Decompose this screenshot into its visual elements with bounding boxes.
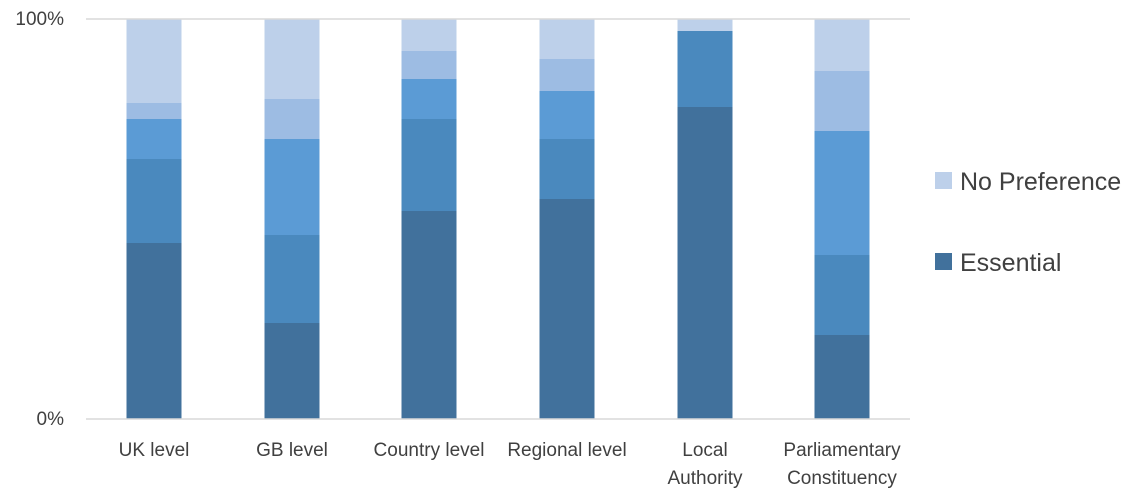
legend: No Preference Essential xyxy=(935,168,1121,277)
legend-label-1: Essential xyxy=(960,249,1061,277)
bar-segment-5-5 xyxy=(677,19,733,31)
legend-label-5: No Preference xyxy=(960,168,1121,196)
category-label-5-line-1: Local xyxy=(682,440,727,461)
y-tick-label-0: 0% xyxy=(37,409,65,430)
bar-segment-6-5 xyxy=(814,19,870,71)
bar-segment-1-2 xyxy=(126,159,182,243)
bar-segment-2-4 xyxy=(264,99,320,139)
bar-segment-5-2 xyxy=(677,31,733,107)
x-axis-categories: UK level GB level Country level Regional le… xyxy=(119,440,901,489)
bar-segment-4-4 xyxy=(539,59,595,91)
bar-segment-2-3 xyxy=(264,139,320,235)
bar-segment-6-2 xyxy=(814,255,870,335)
bar-segment-3-4 xyxy=(401,51,457,79)
legend-swatch-5 xyxy=(935,172,952,189)
category-label-1: UK level xyxy=(119,440,190,461)
bar-segment-3-3 xyxy=(401,79,457,119)
bar-segment-2-2 xyxy=(264,235,320,323)
bar-segment-1-1 xyxy=(126,243,182,419)
bars-layer xyxy=(126,19,870,419)
y-tick-label-100: 100% xyxy=(15,9,64,30)
category-label-2: GB level xyxy=(256,440,328,461)
bar-segment-6-1 xyxy=(814,335,870,419)
bar-segment-3-5 xyxy=(401,19,457,51)
bar-segment-3-1 xyxy=(401,211,457,419)
bar-segment-2-5 xyxy=(264,19,320,99)
bar-segment-4-1 xyxy=(539,199,595,419)
category-label-3: Country level xyxy=(374,440,485,461)
bar-segment-4-2 xyxy=(539,139,595,199)
bar-segment-4-3 xyxy=(539,91,595,139)
category-label-6-line-2: Constituency xyxy=(787,468,897,489)
bar-segment-5-1 xyxy=(677,107,733,419)
bar-segment-1-4 xyxy=(126,103,182,119)
bar-segment-1-3 xyxy=(126,119,182,159)
category-label-6-line-1: Parliamentary xyxy=(783,440,901,461)
bar-segment-6-4 xyxy=(814,71,870,131)
bar-segment-6-3 xyxy=(814,131,870,255)
bar-segment-2-1 xyxy=(264,323,320,419)
category-label-5-line-2: Authority xyxy=(668,468,743,489)
bar-segment-1-5 xyxy=(126,19,182,103)
bar-segment-4-5 xyxy=(539,19,595,59)
legend-swatch-1 xyxy=(935,253,952,270)
bar-segment-3-2 xyxy=(401,119,457,211)
category-label-4: Regional level xyxy=(507,440,626,461)
